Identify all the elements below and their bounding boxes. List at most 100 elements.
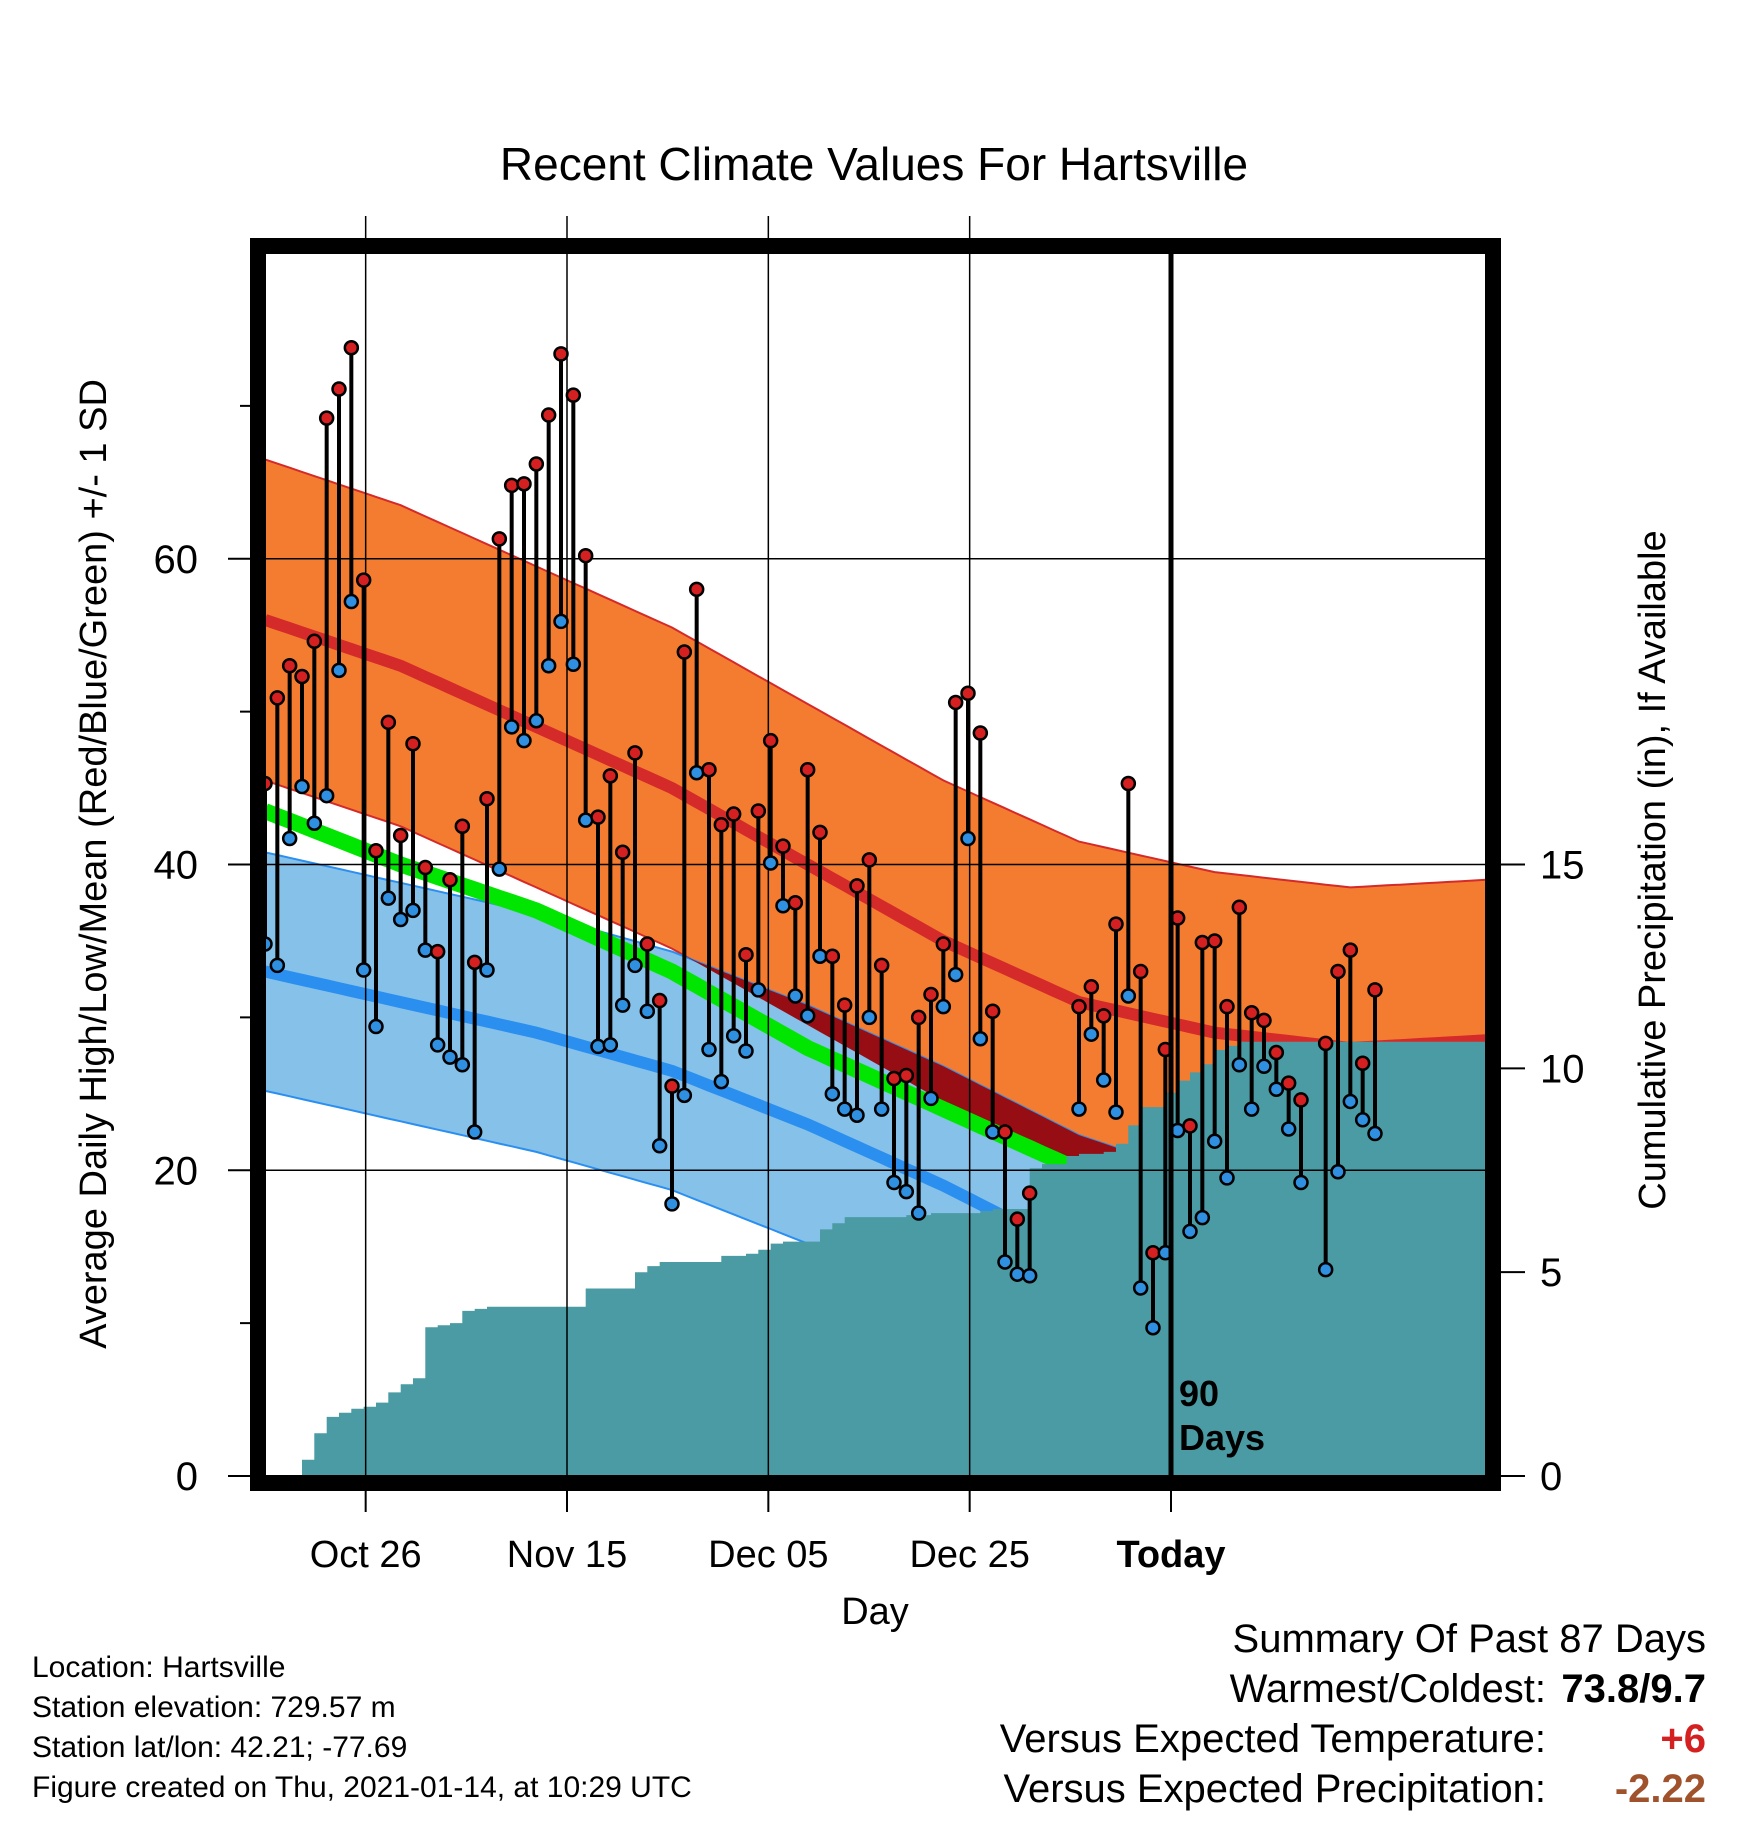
daily-high-point <box>713 817 730 833</box>
daily-low-point <box>454 1057 471 1073</box>
plot-frame <box>250 238 1501 1491</box>
daily-low-point <box>318 787 335 804</box>
daily-low-point <box>553 613 569 630</box>
daily-high-point <box>1206 933 1223 949</box>
daily-low-point <box>1330 1164 1346 1180</box>
daily-low-point <box>984 1124 1001 1140</box>
daily-low-point <box>1243 1101 1260 1117</box>
daily-low-point <box>577 812 594 828</box>
daily-low-point <box>886 1174 902 1191</box>
daily-low-point <box>1194 1209 1211 1226</box>
daily-high-point <box>491 531 508 547</box>
daily-high-point <box>799 761 816 778</box>
y-tick-label: 40 <box>154 844 199 888</box>
daily-low-point <box>343 593 360 610</box>
daily-high-point <box>1071 998 1087 1015</box>
daily-high-point <box>540 407 557 423</box>
daily-high-point <box>1243 1005 1260 1021</box>
daily-low-point <box>1083 1026 1100 1042</box>
daily-low-point <box>664 1196 680 1212</box>
daily-high-point <box>1280 1075 1297 1091</box>
daily-low-point <box>836 1101 853 1117</box>
y-tick-label: 0 <box>176 1455 198 1499</box>
y2-tick-label: 10 <box>1540 1047 1585 1091</box>
daily-high-point <box>639 936 656 952</box>
daily-low-point <box>528 713 545 729</box>
daily-low-point <box>355 962 372 978</box>
daily-high-point <box>812 824 828 841</box>
daily-low-point <box>417 942 434 958</box>
daily-high-point <box>1182 1118 1198 1134</box>
daily-high-point <box>1256 1012 1272 1029</box>
daily-low-point <box>306 815 323 831</box>
daily-low-point <box>1367 1125 1383 1142</box>
daily-high-point <box>849 878 865 894</box>
y2-tick-label: 5 <box>1540 1251 1562 1295</box>
daily-low-point <box>676 1087 693 1104</box>
daily-low-point <box>442 1049 458 1065</box>
daily-low-point <box>1354 1112 1371 1128</box>
daily-high-point <box>528 456 545 472</box>
daily-high-point <box>1219 998 1235 1015</box>
summary-temp: Versus Expected Temperature: +6 <box>1000 1714 1706 1764</box>
daily-high-point <box>1120 775 1137 792</box>
daily-high-point <box>269 690 286 706</box>
daily-high-point <box>368 842 384 859</box>
temp-label: Versus Expected Temperature: <box>999 1717 1546 1761</box>
daily-high-point <box>1021 1185 1038 1201</box>
daily-high-point <box>294 668 310 685</box>
daily-low-point <box>516 732 532 749</box>
daily-low-point <box>775 898 791 914</box>
daily-low-point <box>405 902 421 919</box>
daily-low-point <box>1317 1261 1334 1278</box>
daily-high-point <box>343 340 360 356</box>
daily-high-point <box>1132 963 1149 980</box>
daily-high-point <box>318 410 335 426</box>
daily-low-point <box>824 1086 841 1102</box>
daily-high-point <box>1354 1055 1371 1071</box>
y2-axis-label: Cumulative Precipitation (in), If Availa… <box>1632 530 1674 1209</box>
daily-high-point <box>738 946 754 963</box>
daily-low-point <box>972 1031 989 1047</box>
daily-high-point <box>281 658 298 674</box>
daily-low-point <box>368 1018 384 1035</box>
daily-low-point <box>294 778 310 795</box>
daily-low-point <box>1145 1319 1161 1336</box>
axes: 0 20 40 60 0 5 10 15 Oct 26 Nov 15 Dec 05 Dec 25 Tod… <box>154 404 1585 1576</box>
x-tick-label: Nov 15 <box>507 1534 627 1576</box>
daily-low-point <box>935 998 952 1015</box>
daily-low-point <box>1132 1280 1149 1296</box>
daily-low-point <box>565 656 582 672</box>
daily-high-point <box>553 346 569 362</box>
daily-high-point <box>355 572 372 588</box>
daily-high-point <box>565 387 582 403</box>
daily-high-point <box>392 827 409 844</box>
y2-tick-label: 15 <box>1540 844 1585 888</box>
daily-low-point <box>701 1041 717 1058</box>
daily-low-point <box>491 861 508 877</box>
daily-low-point <box>1095 1072 1112 1088</box>
elevation-text: Station elevation: 729.57 m <box>32 1691 396 1724</box>
daily-high-point <box>984 1003 1001 1020</box>
daily-high-point <box>972 725 989 741</box>
daily-low-point <box>281 830 298 847</box>
daily-low-point <box>639 1003 656 1020</box>
warm-cold-value: 73.8/9.7 <box>1561 1667 1706 1711</box>
daily-low-point <box>849 1107 865 1123</box>
daily-high-point <box>861 852 878 868</box>
daily-high-point <box>1317 1035 1334 1052</box>
daily-low-point <box>1231 1057 1248 1073</box>
daily-high-point <box>380 714 397 731</box>
daily-high-point <box>997 1124 1013 1140</box>
daily-low-point <box>898 1183 915 1200</box>
summary-title: Summary Of Past 87 Days <box>1232 1617 1706 1661</box>
daily-low-point <box>331 662 347 679</box>
daily-low-point <box>947 966 964 983</box>
y-tick-label: 20 <box>154 1149 199 1193</box>
daily-low-point <box>466 1124 483 1140</box>
daily-low-point <box>1342 1093 1359 1110</box>
daily-high-point <box>787 894 804 911</box>
daily-high-point <box>960 685 976 702</box>
daily-high-point <box>898 1067 915 1084</box>
